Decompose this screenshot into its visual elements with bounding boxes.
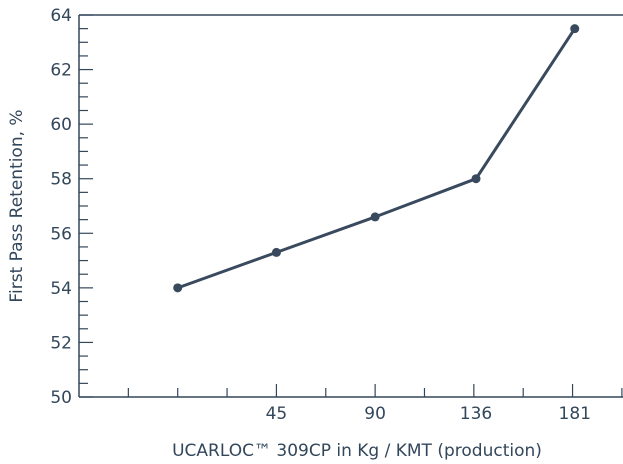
y-ticks: 50 52 54 56 58 60 62 64 xyxy=(50,6,93,408)
y-tick-label: 52 xyxy=(50,333,72,353)
axes xyxy=(78,14,623,398)
data-point xyxy=(370,212,380,222)
y-axis-title: First Pass Retention, % xyxy=(7,109,27,302)
x-tick-label: 136 xyxy=(460,404,492,424)
data-point xyxy=(271,247,281,257)
x-axis-title: UCARLOC™ 309CP in Kg / KMT (production) xyxy=(172,441,542,461)
y-tick-label: 50 xyxy=(50,388,72,408)
data-point xyxy=(471,174,481,184)
y-tick-label: 58 xyxy=(50,170,72,190)
plot-area xyxy=(173,24,580,293)
y-tick-label: 54 xyxy=(50,279,72,299)
y-tick-label: 64 xyxy=(50,6,72,26)
x-tick-label: 45 xyxy=(266,404,288,424)
data-point xyxy=(570,24,580,34)
x-ticks: 45 90 136 181 xyxy=(127,384,623,424)
x-tick-label: 181 xyxy=(559,404,591,424)
y-tick-label: 60 xyxy=(50,115,72,135)
y-tick-label: 62 xyxy=(50,61,72,81)
x-tick-label: 90 xyxy=(364,404,386,424)
data-point xyxy=(173,283,183,293)
y-tick-label: 56 xyxy=(50,224,72,244)
series-line xyxy=(177,27,576,290)
